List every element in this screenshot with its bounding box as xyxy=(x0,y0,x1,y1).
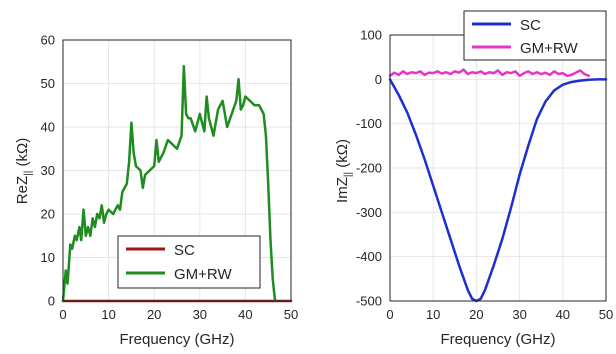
right-x-tick-label: 0 xyxy=(386,307,393,322)
left-x-tick-label: 50 xyxy=(284,307,298,322)
left-y-tick-label: 60 xyxy=(41,33,55,48)
right-y-tick-label: -100 xyxy=(356,116,382,131)
right-series-line-gmrw xyxy=(388,68,590,78)
left-y-tick-label: 50 xyxy=(41,76,55,91)
right-y-tick-labels: -500 -400 -300 -200 -100 0 100 xyxy=(356,28,382,309)
left-x-axis-label: Frequency (GHz) xyxy=(119,331,234,348)
left-x-tick-label: 20 xyxy=(147,307,161,322)
left-y-axis-label-unit: (kΩ) xyxy=(14,138,31,171)
right-panel: -500 -400 -300 -200 -100 0 100 0 10 20 30 40 50 Fre… xyxy=(334,10,613,348)
right-x-tick-label: 50 xyxy=(599,307,613,322)
left-y-axis-label-subscript: || xyxy=(23,171,34,176)
right-legend: SC GM+RW xyxy=(463,10,607,61)
right-x-tick-label: 20 xyxy=(469,307,483,322)
left-x-tick-label: 40 xyxy=(238,307,252,322)
right-legend-box xyxy=(463,10,607,61)
right-y-tick-label: -300 xyxy=(356,205,382,220)
right-series xyxy=(388,68,608,303)
left-x-tick-label: 30 xyxy=(193,307,207,322)
left-x-tick-label: 0 xyxy=(59,307,66,322)
right-y-axis-label-main: ImZ xyxy=(334,177,351,203)
right-x-tick-label: 30 xyxy=(512,307,526,322)
right-y-tick-label: 100 xyxy=(360,28,382,43)
left-y-axis-label: ReZ|| (kΩ) xyxy=(14,138,34,204)
right-y-tick-label: -500 xyxy=(356,294,382,309)
right-y-axis-label-subscript: || xyxy=(343,172,354,177)
left-x-tick-labels: 0 10 20 30 40 50 xyxy=(59,307,298,322)
left-series-line-gmrw xyxy=(61,64,277,303)
right-x-tick-labels: 0 10 20 30 40 50 xyxy=(386,307,613,322)
left-y-tick-label: 40 xyxy=(41,120,55,135)
right-legend-label-gmrw: GM+RW xyxy=(520,40,578,57)
left-legend-label-gmrw: GM+RW xyxy=(174,266,232,283)
left-axes-frame xyxy=(62,39,292,302)
right-y-axis-label: ImZ|| (kΩ) xyxy=(334,139,354,203)
left-legend: SC GM+RW xyxy=(117,235,261,289)
right-x-tick-label: 10 xyxy=(426,307,440,322)
right-y-axis-label-unit: (kΩ) xyxy=(334,139,351,172)
left-y-tick-label: 20 xyxy=(41,207,55,222)
left-y-tick-labels: 0 10 20 30 40 50 60 xyxy=(41,33,55,309)
right-y-tick-label: -200 xyxy=(356,161,382,176)
left-legend-label-sc: SC xyxy=(174,242,195,259)
right-legend-label-sc: SC xyxy=(520,17,541,34)
left-y-tick-label: 0 xyxy=(48,294,55,309)
left-legend-box xyxy=(117,235,261,289)
right-y-tick-label: -400 xyxy=(356,249,382,264)
right-y-tick-label: 0 xyxy=(375,72,382,87)
left-y-tick-label: 10 xyxy=(41,250,55,265)
right-series-line-sc xyxy=(388,78,608,303)
right-x-tick-label: 40 xyxy=(556,307,570,322)
right-x-axis-label: Frequency (GHz) xyxy=(440,331,555,348)
left-x-tick-label: 10 xyxy=(101,307,115,322)
left-y-tick-label: 30 xyxy=(41,163,55,178)
left-y-axis-label-main: ReZ xyxy=(14,176,31,204)
left-panel: 0 10 20 30 40 50 60 0 10 20 30 40 50 Frequency (GHz… xyxy=(14,33,298,349)
